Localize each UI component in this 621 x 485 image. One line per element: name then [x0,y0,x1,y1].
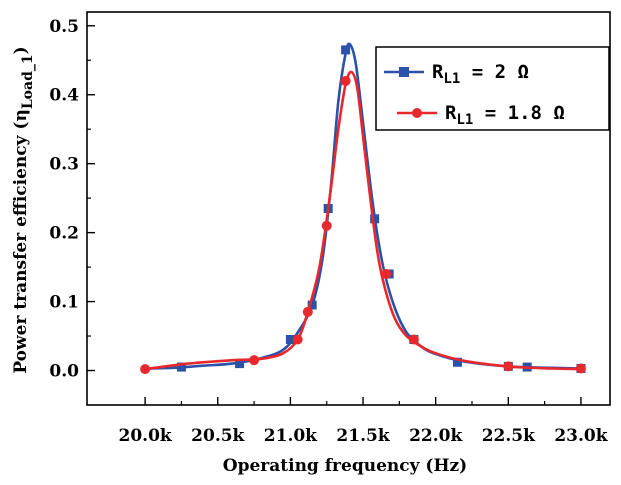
y-axis-title-end: ) [11,46,31,54]
series-2-line [144,70,581,371]
legend-label-series-1-suffix: = 2 Ω [460,61,529,83]
legend-marker-series-1 [399,67,409,77]
data-point-square [285,335,295,344]
y-tick-label: 0.2 [49,224,79,244]
y-axis-title: Power transfer efficiency (ηLoad_1) [11,46,36,373]
legend-label-series-1: RL1 = 2 Ω [432,61,529,87]
data-point-circle [503,361,514,372]
data-point-circle [302,306,313,317]
x-tick-label: 22.0k [409,426,463,446]
data-point-circle [321,220,332,231]
y-axis-title-main: Power transfer efficiency (η [11,109,31,374]
data-point-circle [292,334,303,345]
data-point-square [370,214,380,224]
legend-label-series-1-sub: L1 [443,71,460,87]
plot-frame [86,11,611,406]
x-tick-label: 22.5k [482,426,536,446]
legend-label-series-1-name: R [432,61,444,83]
y-tick-label: 0.4 [49,86,79,106]
x-tick-label: 20.5k [191,426,245,446]
data-point-circle [340,75,351,86]
series-2 [140,70,586,375]
y-axis-title-sub: Load_1 [20,54,36,109]
y-tick-label: 0.3 [49,155,79,175]
x-tick-label: 20.0k [119,426,173,446]
y-tick-label: 0.1 [49,293,79,313]
x-axis-title: Operating frequency (Hz) [223,456,467,476]
y-axis-ticks: 0.0 0.1 0.2 0.3 0.4 0.5 [49,17,95,382]
x-tick-label: 21.5k [336,426,390,446]
data-point-circle [140,364,151,375]
data-point-circle [249,355,260,366]
y-tick-label: 0.5 [49,17,79,37]
data-point-square [176,362,186,372]
legend: RL1 = 2 Ω RL1 = 1.8 Ω [375,46,610,131]
legend-marker-series-2 [412,108,422,118]
data-point-square [341,45,351,55]
data-point-square [307,300,317,310]
data-point-square [452,357,462,367]
x-tick-label: 23.0k [554,426,608,446]
legend-label-series-2-name: R [445,102,457,124]
x-tick-label: 21.0k [264,426,318,446]
legend-label-series-2: RL1 = 1.8 Ω [445,102,565,128]
x-axis-ticks: 20.0k 20.5k 21.0k 21.5k 22.0k 22.5k 23.0k [119,397,609,446]
data-point-circle [381,269,392,279]
data-point-circle [575,363,586,374]
legend-label-series-2-suffix: = 1.8 Ω [473,102,565,124]
series-layer [140,42,586,375]
data-point-circle [408,334,419,345]
y-tick-label: 0.0 [49,362,79,382]
legend-label-series-2-sub: L1 [456,112,473,128]
data-point-square [235,359,245,369]
